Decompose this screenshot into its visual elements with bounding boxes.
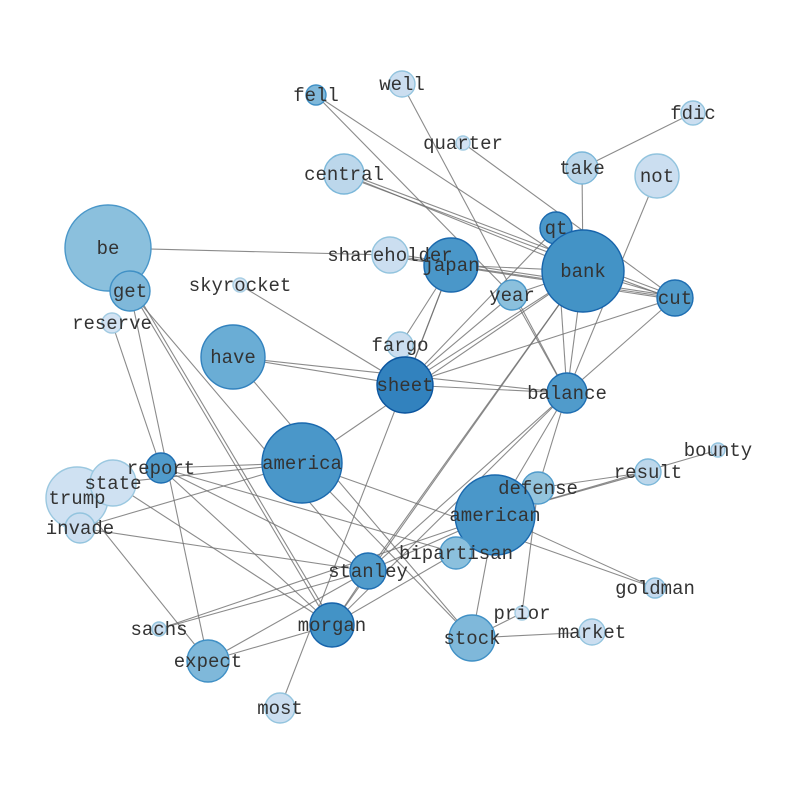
svg-text:fell: fell [293,85,339,107]
svg-text:bounty: bounty [684,440,752,462]
svg-text:result: result [614,462,682,484]
svg-text:stock: stock [443,628,500,650]
svg-text:cut: cut [658,288,692,310]
svg-text:morgan: morgan [298,615,366,637]
svg-text:report: report [127,458,195,480]
svg-text:balance: balance [527,383,607,405]
svg-text:bank: bank [560,261,606,283]
svg-text:central: central [304,164,384,186]
svg-text:america: america [262,453,342,475]
svg-text:have: have [210,347,256,369]
svg-text:get: get [113,281,147,303]
svg-text:american: american [449,505,540,527]
svg-text:qt: qt [545,218,568,240]
svg-text:prior: prior [493,603,550,625]
svg-text:defense: defense [498,478,578,500]
svg-text:invade: invade [46,518,114,540]
svg-text:goldman: goldman [615,578,695,600]
svg-text:year: year [489,285,535,307]
svg-text:market: market [558,622,626,644]
svg-text:skyrocket: skyrocket [189,275,292,297]
svg-text:quarter: quarter [423,133,503,155]
svg-text:reserve: reserve [72,313,152,335]
svg-text:most: most [257,698,303,720]
svg-text:take: take [559,158,605,180]
svg-text:not: not [640,166,674,188]
svg-text:shareholder: shareholder [327,245,452,267]
svg-text:be: be [97,238,120,260]
svg-text:bipartisan: bipartisan [399,543,513,565]
svg-text:expect: expect [174,651,242,673]
svg-text:well: well [379,74,425,96]
svg-text:fdic: fdic [670,103,716,125]
svg-text:sachs: sachs [130,619,187,641]
svg-text:fargo: fargo [371,335,428,357]
svg-text:stanley: stanley [328,561,408,583]
svg-text:sheet: sheet [376,375,433,397]
